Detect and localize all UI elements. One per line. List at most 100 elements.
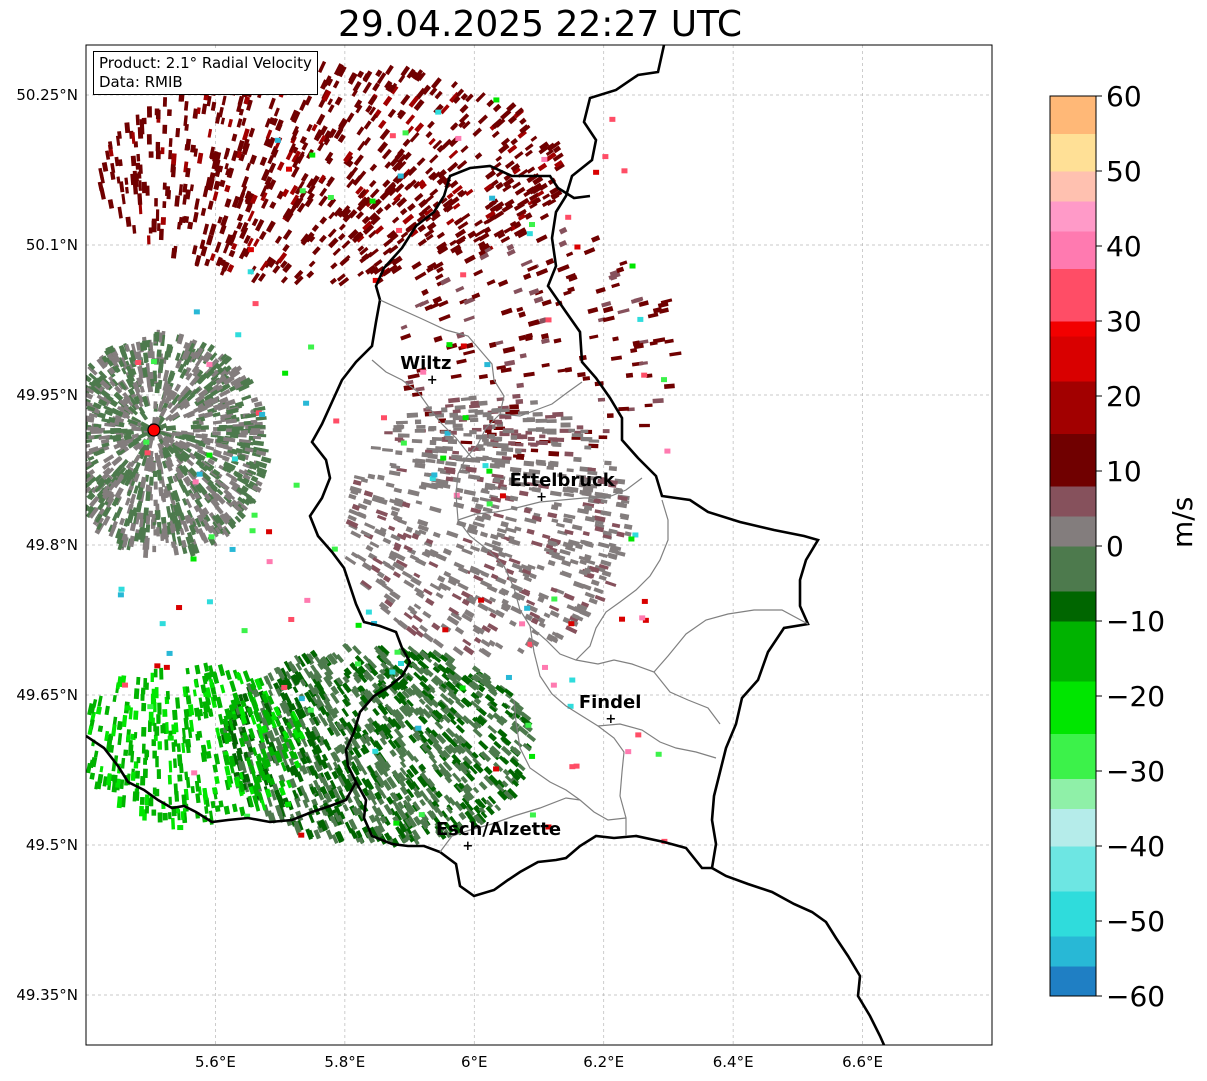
echo-bin: [212, 449, 222, 456]
echo-bin: [86, 474, 95, 483]
echo-bin: [86, 464, 87, 474]
echo-bin: [495, 576, 507, 585]
echo-bin: [432, 665, 442, 674]
echo-bin: [459, 212, 471, 222]
echo-bin: [336, 685, 345, 696]
echo-bin: [519, 621, 526, 627]
echo-bin: [86, 421, 89, 426]
echo-bin: [112, 436, 122, 443]
echo-bin: [407, 816, 417, 828]
echo-bin: [372, 277, 379, 283]
echo-bin: [524, 517, 537, 524]
echo-bin: [254, 460, 268, 469]
echo-bin: [393, 820, 400, 826]
echo-bin: [86, 443, 91, 449]
echo-bin: [565, 625, 578, 635]
echo-bin: [569, 764, 576, 770]
echo-bin: [407, 687, 417, 696]
echo-bin: [242, 138, 250, 151]
echo-bin: [332, 707, 340, 715]
echo-bin: [389, 133, 396, 139]
echo-bin: [214, 513, 225, 527]
echo-bin: [446, 712, 456, 721]
echo-bin: [501, 456, 512, 461]
echo-bin: [455, 135, 462, 141]
echo-bin: [327, 718, 334, 726]
echo-bin: [346, 160, 354, 168]
echo-bin: [341, 207, 352, 219]
echo-bin: [502, 177, 515, 188]
echo-bin: [145, 515, 151, 525]
echo-bin: [106, 395, 114, 403]
echo-bin: [153, 702, 157, 713]
radar-site-marker[interactable]: [147, 423, 161, 437]
echo-bin: [231, 195, 240, 209]
echo-bin: [111, 455, 123, 467]
echo-bin: [201, 471, 212, 482]
echo-bin: [462, 697, 473, 707]
echo-bin: [413, 99, 425, 111]
echo-bin: [107, 366, 116, 376]
radar-site-dot[interactable]: [147, 423, 161, 437]
echo-bin: [579, 559, 588, 566]
echo-bin: [236, 747, 243, 755]
echo-bin: [101, 505, 112, 518]
echo-bin: [181, 794, 187, 806]
echo-bin: [178, 763, 184, 774]
echo-bin: [192, 689, 197, 697]
echo-bin: [156, 527, 160, 537]
echo-bin: [584, 610, 592, 617]
echo-bin: [289, 184, 299, 196]
echo-bin: [348, 818, 358, 831]
echo-bin: [274, 804, 283, 817]
echo-bin: [192, 420, 200, 425]
echo-bin: [117, 448, 126, 457]
echo-bin: [392, 720, 402, 731]
echo-bin: [514, 151, 524, 160]
echo-bin: [285, 801, 292, 807]
echo-bin: [385, 482, 395, 488]
echo-bin: [252, 784, 260, 797]
echo-bin: [387, 738, 397, 750]
echo-bin: [430, 793, 440, 804]
echo-bin: [94, 781, 99, 790]
echo-bin: [428, 560, 439, 569]
echo-bin: [141, 117, 147, 125]
echo-bin: [108, 479, 119, 492]
echo-bin: [396, 197, 408, 208]
echo-bin: [121, 367, 127, 375]
echo-bin: [342, 675, 350, 684]
echo-bin: [149, 476, 154, 486]
echo-bin: [320, 655, 330, 666]
echo-bin: [241, 117, 247, 127]
echo-bin: [563, 513, 576, 520]
echo-bin: [177, 825, 184, 831]
echo-bin: [182, 349, 191, 361]
echo-bin: [548, 546, 558, 553]
echo-bin: [234, 780, 240, 787]
echo-bin: [407, 221, 418, 232]
echo-bin: [360, 579, 373, 590]
echo-bin: [440, 455, 447, 461]
echo-bin: [490, 573, 499, 580]
echo-bin: [230, 733, 239, 746]
echo-bin: [521, 568, 532, 576]
echo-bin: [514, 702, 524, 712]
echo-bin: [89, 404, 100, 412]
echo-bin: [376, 571, 385, 579]
echo-bin: [96, 522, 103, 531]
echo-bin: [474, 219, 484, 227]
echo-bin: [457, 734, 467, 744]
echo-bin: [597, 541, 610, 549]
echo-bin: [230, 699, 238, 710]
echo-bin: [341, 682, 352, 694]
echo-bin: [385, 64, 394, 76]
echo-bin: [202, 223, 210, 235]
echo-bin: [478, 781, 488, 791]
echo-bin: [342, 803, 349, 812]
echo-bin: [615, 550, 626, 557]
echo-bin: [356, 554, 367, 563]
echo-bin: [211, 362, 220, 372]
echo-bin: [119, 404, 130, 414]
